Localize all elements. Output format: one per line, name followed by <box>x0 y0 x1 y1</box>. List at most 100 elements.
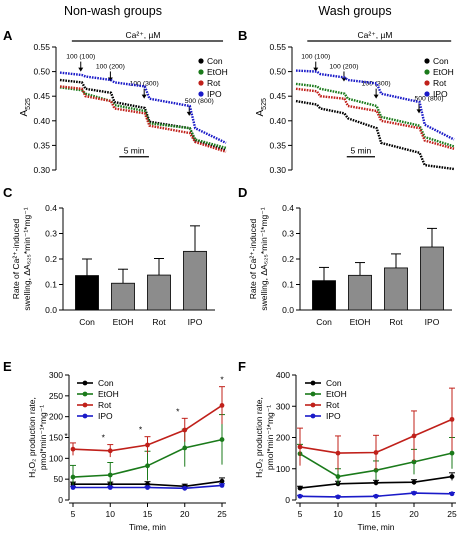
panel-d-y-tick-label: 0.3 <box>282 229 294 239</box>
panel-e-point-ipo <box>70 485 76 490</box>
panel-e-legend-label: Rot <box>98 400 112 410</box>
panel-f-y-axis-label: pmol*min⁻¹*mg⁻¹ <box>265 405 275 470</box>
panel-f-x-tick-label: 5 <box>298 509 303 519</box>
panel-c-y-tick-label: 0.2 <box>45 254 57 264</box>
panel-f-y-tick-label: 0 <box>285 495 290 505</box>
panel-a-addition-label: 100 (300) <box>130 81 159 88</box>
panel-a-y-tick-label: 0.35 <box>33 140 50 150</box>
panel-b-legend-label: EtOH <box>433 67 454 77</box>
panel-a-trace-ipo <box>59 71 227 144</box>
panel-f-y-tick-label: 100 <box>276 464 290 474</box>
panel-e-x-tick-label: 25 <box>217 509 227 519</box>
panel-a-swelling-traces: 0.30 0.35 0.40 0.45 0.50 0.55 A525 Ca²⁺, µM 100 … <box>19 30 228 175</box>
panel-d-x-tick-label: EtOH <box>350 317 371 327</box>
panel-c-y-tick-label: 0.1 <box>45 280 57 290</box>
panel-e-legend-marker-etoh <box>82 391 88 397</box>
panel-a-addition-arrow-head <box>186 111 192 116</box>
panel-d-bar-etoh <box>348 274 372 311</box>
panel-a-addition-arrow-head <box>107 77 113 82</box>
panel-e-point-ipo <box>145 485 150 490</box>
panel-e-x-tick-label: 5 <box>71 509 76 519</box>
panel-e-point-rot <box>70 446 76 452</box>
panel-e-legend-marker-rot <box>82 402 88 408</box>
panel-letter-e: E <box>3 359 12 374</box>
panel-b-addition-arrow-head <box>373 94 379 99</box>
panel-b-y-tick-label: 0.45 <box>269 91 286 101</box>
panel-a-addition-arrow-head <box>141 94 147 99</box>
panel-f-point-ipo <box>335 494 341 500</box>
panel-f-point-ipo <box>297 493 303 499</box>
panel-b-swelling-traces: 0.30 0.35 0.40 0.45 0.50 0.55 A525 Ca²⁺, µM 100 … <box>255 30 455 175</box>
panel-e-legend-marker-ipo <box>82 413 88 419</box>
panel-b-addition-label: 500 (800) <box>414 95 443 102</box>
panel-d-y-tick-label: 0.2 <box>282 254 294 264</box>
panel-e-y-axis-label: pmol*min⁻¹*mg⁻¹ <box>38 405 48 470</box>
panel-a-y-tick-label: 0.45 <box>33 91 50 101</box>
panel-f-legend-label: Rot <box>326 400 340 410</box>
panel-a-legend-marker-ipo <box>198 91 204 97</box>
panel-a-scale-label: 5 min <box>124 146 145 156</box>
panel-d-y-tick-label: 0.1 <box>282 280 294 290</box>
panel-f-y-tick-label: 400 <box>276 370 290 380</box>
panel-f-legend-label: Con <box>326 378 342 388</box>
panel-a-legend-label: EtOH <box>207 67 228 77</box>
panel-b-scale-label: 5 min <box>350 146 371 156</box>
panel-letter-c: C <box>3 185 13 200</box>
panel-f-x-tick-label: 15 <box>371 509 381 519</box>
panel-letter-d: D <box>238 185 247 200</box>
panel-e-point-con <box>145 481 150 487</box>
panel-f-point-ipo <box>449 491 455 497</box>
panel-e-legend-label: EtOH <box>98 389 119 399</box>
panel-c-x-tick-label: EtOH <box>113 317 134 327</box>
panel-d-y-axis-label: Rate of Ca²⁺-induced <box>248 218 258 299</box>
panel-letter-a: A <box>3 28 13 43</box>
panel-a-trace-con <box>59 78 227 152</box>
panel-e-significance-marker: * <box>176 406 180 416</box>
panel-a-stimulus-label: Ca²⁺, µM <box>126 30 161 40</box>
panel-d-y-tick-label: 0.4 <box>282 203 294 213</box>
panel-b-y-tick-label: 0.35 <box>269 140 286 150</box>
panel-e-point-ipo <box>182 485 188 491</box>
panel-e-significance-marker: * <box>102 433 106 443</box>
panel-e-point-rot <box>219 403 225 408</box>
panel-b-legend-marker-con <box>424 58 430 64</box>
panel-a-legend-marker-rot <box>198 80 204 86</box>
panel-f-point-etoh <box>335 474 341 479</box>
panel-e-point-etoh <box>107 472 113 478</box>
panel-b-legend-label: Con <box>433 56 449 66</box>
panel-e-y-tick-label: 150 <box>49 433 63 443</box>
panel-d-x-tick-label: Con <box>316 317 332 327</box>
panel-e-legend-label: Con <box>98 378 114 388</box>
panel-f-x-axis-label: Time, min <box>358 522 395 532</box>
panel-a-legend-label: IPO <box>207 89 222 99</box>
panel-f-point-rot <box>373 450 379 455</box>
panel-b-trace-ipo <box>295 69 455 141</box>
panel-b-legend-label: Rot <box>433 78 447 88</box>
panel-a-y-tick-label: 0.55 <box>33 42 50 52</box>
panel-f-point-etoh <box>411 459 417 465</box>
panel-d-y-tick-label: 0.0 <box>282 305 294 315</box>
panel-b-trace-con <box>295 99 455 171</box>
panel-e-y-tick-label: 50 <box>54 474 64 484</box>
panel-e-y-tick-label: 100 <box>49 453 63 463</box>
panel-c-x-tick-label: IPO <box>188 317 203 327</box>
panel-a-addition-label: 500 (800) <box>185 98 214 105</box>
panel-b-addition-arrow-head <box>313 67 319 72</box>
panel-f-point-rot <box>335 450 341 456</box>
panel-e-point-etoh <box>182 445 188 451</box>
panel-b-legend-marker-rot <box>424 80 430 86</box>
panel-b-y-tick-label: 0.30 <box>269 165 286 175</box>
panel-c-y-tick-label: 0.3 <box>45 229 57 239</box>
panel-f-y-tick-label: 300 <box>276 401 290 411</box>
panel-f-legend-marker-ipo <box>310 413 316 419</box>
panel-f-point-con <box>449 474 455 479</box>
panel-a-y-tick-label: 0.50 <box>33 67 50 77</box>
panel-b-stimulus-label: Ca²⁺, µM <box>358 30 393 40</box>
panel-a-y-tick-label: 0.30 <box>33 165 50 175</box>
panel-f-h2o2-production: 0 100 200 300 400 5 10 15 20 25 Time, min H₂O₂ prod… <box>254 370 457 532</box>
panel-d-bar-rot <box>384 267 408 311</box>
panel-c-bar-con <box>75 275 99 311</box>
panel-c-swelling-rate-bars: 0.0 0.1 0.2 0.3 0.4 Rate of Ca²⁺-induced swell… <box>11 203 215 327</box>
panel-c-x-tick-label: Con <box>79 317 95 327</box>
panel-f-point-etoh <box>449 450 455 456</box>
